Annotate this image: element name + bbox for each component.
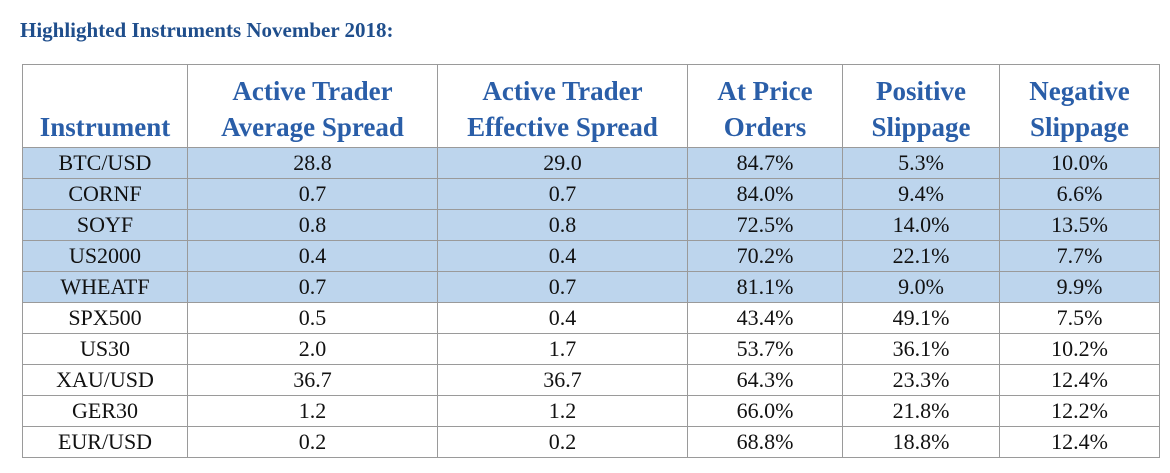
cell-effective-spread: 1.7 bbox=[437, 333, 688, 365]
cell-at-price-orders: 53.7% bbox=[687, 333, 843, 365]
cell-average-spread: 28.8 bbox=[187, 147, 438, 179]
cell-instrument: WHEATF bbox=[22, 271, 188, 303]
cell-negative-slippage: 13.5% bbox=[999, 209, 1160, 241]
table-row: SPX500 0.5 0.4 43.4% 49.1% 7.5% bbox=[22, 302, 1160, 334]
cell-at-price-orders: 84.0% bbox=[687, 178, 843, 210]
cell-instrument: SOYF bbox=[22, 209, 188, 241]
cell-negative-slippage: 10.0% bbox=[999, 147, 1160, 179]
cell-positive-slippage: 49.1% bbox=[842, 302, 1000, 334]
cell-average-spread: 2.0 bbox=[187, 333, 438, 365]
cell-effective-spread: 0.4 bbox=[437, 302, 688, 334]
cell-positive-slippage: 9.0% bbox=[842, 271, 1000, 303]
cell-positive-slippage: 22.1% bbox=[842, 240, 1000, 272]
cell-instrument: US2000 bbox=[22, 240, 188, 272]
cell-positive-slippage: 21.8% bbox=[842, 395, 1000, 427]
cell-average-spread: 0.7 bbox=[187, 178, 438, 210]
cell-positive-slippage: 5.3% bbox=[842, 147, 1000, 179]
table-row: BTC/USD 28.8 29.0 84.7% 5.3% 10.0% bbox=[22, 147, 1160, 179]
cell-negative-slippage: 12.4% bbox=[999, 364, 1160, 396]
header-line: Instrument bbox=[39, 112, 171, 142]
header-instrument: Instrument bbox=[22, 64, 188, 148]
cell-instrument: EUR/USD bbox=[22, 426, 188, 458]
cell-effective-spread: 0.7 bbox=[437, 178, 688, 210]
header-line: Orders bbox=[723, 112, 807, 142]
cell-instrument: US30 bbox=[22, 333, 188, 365]
header-average-spread: Active Trader Average Spread bbox=[187, 64, 438, 148]
cell-negative-slippage: 7.7% bbox=[999, 240, 1160, 272]
cell-positive-slippage: 18.8% bbox=[842, 426, 1000, 458]
cell-negative-slippage: 7.5% bbox=[999, 302, 1160, 334]
cell-instrument: BTC/USD bbox=[22, 147, 188, 179]
instruments-table-container: Instrument Active Trader Average Spread … bbox=[22, 64, 1160, 458]
cell-negative-slippage: 9.9% bbox=[999, 271, 1160, 303]
cell-positive-slippage: 9.4% bbox=[842, 178, 1000, 210]
cell-at-price-orders: 72.5% bbox=[687, 209, 843, 241]
cell-average-spread: 0.7 bbox=[187, 271, 438, 303]
table-row: US2000 0.4 0.4 70.2% 22.1% 7.7% bbox=[22, 240, 1160, 272]
header-effective-spread: Active Trader Effective Spread bbox=[437, 64, 688, 148]
header-line: Slippage bbox=[1029, 112, 1130, 142]
cell-negative-slippage: 6.6% bbox=[999, 178, 1160, 210]
cell-instrument: CORNF bbox=[22, 178, 188, 210]
cell-average-spread: 1.2 bbox=[187, 395, 438, 427]
cell-average-spread: 0.5 bbox=[187, 302, 438, 334]
header-positive-slippage: Positive Slippage bbox=[842, 64, 1000, 148]
cell-effective-spread: 0.4 bbox=[437, 240, 688, 272]
cell-instrument: SPX500 bbox=[22, 302, 188, 334]
page-title: Highlighted Instruments November 2018: bbox=[20, 18, 394, 42]
cell-positive-slippage: 14.0% bbox=[842, 209, 1000, 241]
cell-average-spread: 0.8 bbox=[187, 209, 438, 241]
cell-at-price-orders: 68.8% bbox=[687, 426, 843, 458]
cell-effective-spread: 0.2 bbox=[437, 426, 688, 458]
cell-effective-spread: 29.0 bbox=[437, 147, 688, 179]
cell-average-spread: 0.2 bbox=[187, 426, 438, 458]
header-line: Effective Spread bbox=[467, 112, 658, 142]
cell-instrument: GER30 bbox=[22, 395, 188, 427]
header-line: Active Trader bbox=[232, 76, 393, 106]
instruments-table: Instrument Active Trader Average Spread … bbox=[22, 64, 1160, 458]
table-row: CORNF 0.7 0.7 84.0% 9.4% 6.6% bbox=[22, 178, 1160, 210]
header-line: Slippage bbox=[871, 112, 971, 142]
header-line: Active Trader bbox=[482, 76, 643, 106]
table-row: EUR/USD 0.2 0.2 68.8% 18.8% 12.4% bbox=[22, 426, 1160, 458]
header-at-price-orders: At Price Orders bbox=[687, 64, 843, 148]
cell-positive-slippage: 23.3% bbox=[842, 364, 1000, 396]
table-row: SOYF 0.8 0.8 72.5% 14.0% 13.5% bbox=[22, 209, 1160, 241]
table-row: WHEATF 0.7 0.7 81.1% 9.0% 9.9% bbox=[22, 271, 1160, 303]
cell-at-price-orders: 84.7% bbox=[687, 147, 843, 179]
cell-effective-spread: 1.2 bbox=[437, 395, 688, 427]
cell-at-price-orders: 43.4% bbox=[687, 302, 843, 334]
cell-negative-slippage: 10.2% bbox=[999, 333, 1160, 365]
cell-at-price-orders: 66.0% bbox=[687, 395, 843, 427]
table-row: GER30 1.2 1.2 66.0% 21.8% 12.2% bbox=[22, 395, 1160, 427]
header-line: At Price bbox=[717, 76, 813, 106]
header-line: Average Spread bbox=[221, 112, 404, 142]
table-row: US30 2.0 1.7 53.7% 36.1% 10.2% bbox=[22, 333, 1160, 365]
header-line: Negative bbox=[1029, 76, 1130, 106]
cell-effective-spread: 0.8 bbox=[437, 209, 688, 241]
cell-at-price-orders: 81.1% bbox=[687, 271, 843, 303]
cell-negative-slippage: 12.2% bbox=[999, 395, 1160, 427]
cell-effective-spread: 0.7 bbox=[437, 271, 688, 303]
cell-at-price-orders: 64.3% bbox=[687, 364, 843, 396]
cell-positive-slippage: 36.1% bbox=[842, 333, 1000, 365]
cell-effective-spread: 36.7 bbox=[437, 364, 688, 396]
cell-instrument: XAU/USD bbox=[22, 364, 188, 396]
cell-negative-slippage: 12.4% bbox=[999, 426, 1160, 458]
header-negative-slippage: Negative Slippage bbox=[999, 64, 1160, 148]
table-row: XAU/USD 36.7 36.7 64.3% 23.3% 12.4% bbox=[22, 364, 1160, 396]
cell-average-spread: 36.7 bbox=[187, 364, 438, 396]
cell-at-price-orders: 70.2% bbox=[687, 240, 843, 272]
table-header-row: Instrument Active Trader Average Spread … bbox=[22, 64, 1160, 148]
cell-average-spread: 0.4 bbox=[187, 240, 438, 272]
header-line: Positive bbox=[876, 76, 966, 106]
